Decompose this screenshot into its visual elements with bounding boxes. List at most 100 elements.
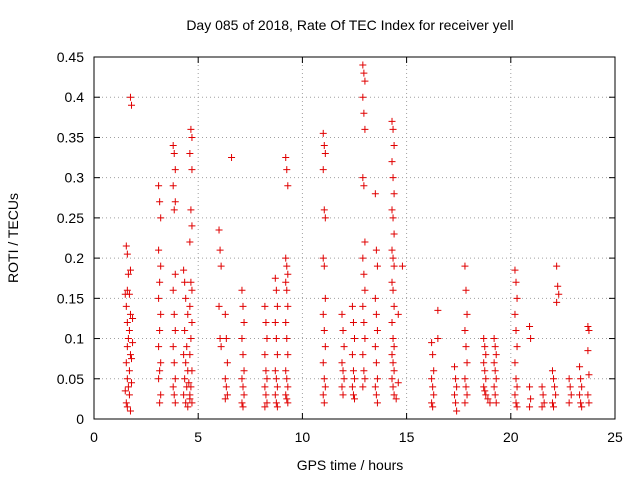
data-point [349,367,357,375]
data-point [371,383,379,391]
data-point [321,150,329,158]
data-point [157,391,165,399]
data-point [452,399,460,407]
data-point [349,318,357,326]
data-point [156,367,164,375]
data-point [462,343,470,351]
data-point [390,190,398,198]
data-point [585,399,593,407]
data-point [360,182,368,190]
x-tick-label: 20 [503,429,519,445]
data-point [186,302,194,310]
data-point [434,306,442,314]
data-point [584,391,592,399]
data-point [359,383,367,391]
x-tick-label: 5 [194,429,202,445]
data-point [577,375,585,383]
data-point [351,335,358,343]
data-point [321,383,329,391]
data-point [321,294,329,302]
data-point [371,190,379,198]
data-point [187,278,195,286]
data-point [169,141,177,149]
data-point [283,395,291,403]
data-point [340,343,348,351]
data-point [238,286,246,294]
data-point [282,367,290,375]
data-point [282,254,290,262]
data-point [576,363,584,371]
x-tick-label: 25 [607,429,623,445]
data-point [271,367,279,375]
data-point [283,262,291,270]
data-point [239,302,247,310]
data-point [217,343,225,351]
data-point [361,77,369,85]
data-point [128,355,136,363]
data-point [388,246,396,254]
data-point [428,339,436,347]
data-point [553,262,561,270]
data-point [261,351,269,359]
y-axis-title: ROTI / TECUs [5,193,21,283]
data-point [389,254,397,262]
data-point [482,391,490,399]
data-point [339,391,347,399]
data-point [511,310,519,318]
data-point [320,206,328,214]
data-point [551,383,559,391]
data-point [122,399,130,407]
data-point [451,363,459,371]
data-point [320,375,328,383]
data-point [239,403,247,411]
data-point [348,302,356,310]
data-point [215,302,223,310]
data-point [282,154,290,162]
data-point [170,310,178,318]
data-point [550,403,558,411]
data-point [394,379,402,387]
data-point [555,290,563,298]
data-point [392,395,400,403]
data-point [155,294,163,302]
data-point [388,158,396,166]
data-point [511,266,519,274]
data-point [223,391,231,399]
data-point [390,141,398,149]
data-point [123,318,131,326]
data-point [171,327,179,335]
data-point [186,391,194,399]
data-point [129,339,137,347]
data-point [122,242,130,250]
data-point [550,375,558,383]
data-point [511,391,519,399]
data-point [263,335,271,343]
data-point [552,391,560,399]
data-point [339,327,347,335]
data-point [169,343,177,351]
data-point [157,310,165,318]
data-point [584,347,592,355]
data-point [129,314,137,322]
data-point [284,182,292,190]
data-point [240,391,248,399]
data-point [390,343,398,351]
data-point [372,246,380,254]
data-point [182,359,190,367]
data-point [261,302,269,310]
data-point [434,335,442,343]
data-point [181,327,189,335]
data-point [349,391,357,399]
data-point [340,375,348,383]
y-tick-label: 0.45 [57,49,84,65]
data-point [389,214,397,222]
data-point [169,182,177,190]
data-point [187,206,195,214]
data-point [240,318,248,326]
data-point [481,387,489,395]
data-point [319,310,327,318]
data-point [359,254,367,262]
data-point [480,383,488,391]
data-point [554,282,562,290]
data-point [388,318,396,326]
